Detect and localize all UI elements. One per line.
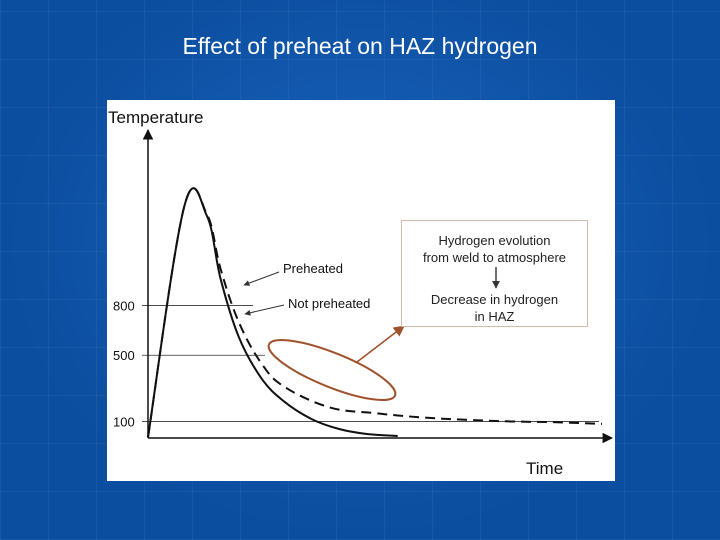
- leader-arrow-preheated: [243, 271, 280, 286]
- annotation-line-4: in HAZ: [474, 309, 515, 324]
- series-label-preheated: Preheated: [283, 261, 343, 276]
- highlight-ellipse: [267, 339, 397, 401]
- slide-title: Effect of preheat on HAZ hydrogen: [0, 33, 720, 60]
- leader-arrow-not-preheated: [244, 304, 285, 316]
- slide-title-text: Effect of preheat on HAZ hydrogen: [182, 33, 538, 59]
- y-tick-label-500: 500: [113, 348, 135, 363]
- annotation-box: Hydrogen evolution from weld to atmosphe…: [401, 220, 588, 327]
- y-axis-label: Temperature: [108, 108, 203, 127]
- annotation-line-1: Hydrogen evolution: [438, 233, 551, 248]
- annotation-down-arrow: [492, 267, 500, 289]
- annotation-line-2: from weld to atmosphere: [422, 250, 567, 265]
- chart-panel: 800 500 100 Temperature Time Preheated Not pre…: [107, 100, 615, 481]
- y-tick-label-800: 800: [113, 299, 135, 314]
- y-tick-label-100: 100: [113, 414, 135, 429]
- x-axis-label: Time: [526, 459, 563, 478]
- annotation-line-3: Decrease in hydrogen: [430, 292, 559, 307]
- series-line-not-preheated: [147, 187, 398, 438]
- series-label-not-preheated: Not preheated: [288, 296, 370, 311]
- chart-svg: 800 500 100 Temperature Time Preheated Not pre…: [108, 108, 614, 478]
- annotation-arrow: [356, 325, 405, 363]
